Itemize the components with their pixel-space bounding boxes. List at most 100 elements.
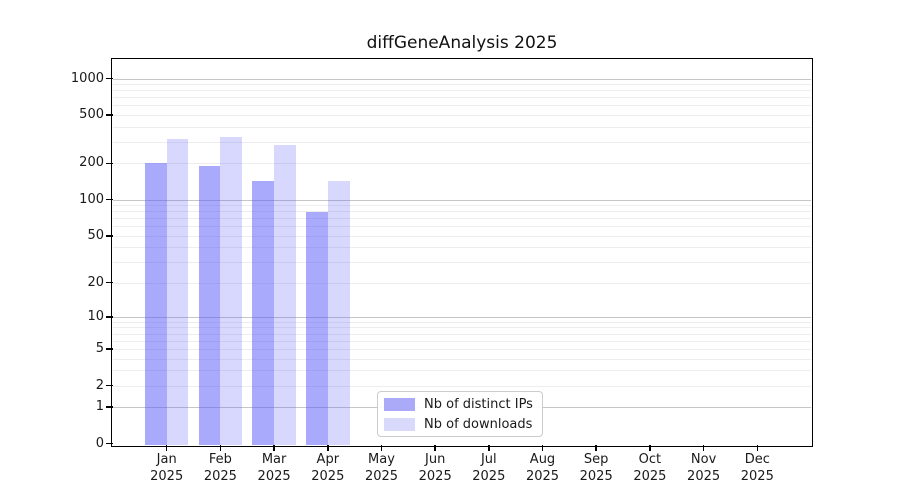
x-tick-label: Dec 2025 xyxy=(717,451,797,485)
y-tick-label: 0 xyxy=(95,435,104,451)
legend-label: Nb of downloads xyxy=(424,416,533,432)
y-tick-label: 2 xyxy=(95,377,104,393)
x-tick-label: Sep 2025 xyxy=(556,451,636,485)
x-tick-year: 2025 xyxy=(525,469,560,484)
minor-gridline xyxy=(113,348,811,350)
minor-gridline xyxy=(113,282,811,284)
minor-gridline xyxy=(113,115,811,117)
legend-label: Nb of distinct IPs xyxy=(424,396,533,412)
x-tick-month: Apr xyxy=(316,452,340,467)
legend-item: Nb of distinct IPs xyxy=(384,397,542,412)
x-tick-year: 2025 xyxy=(579,469,613,484)
x-tick-mark xyxy=(649,445,651,451)
legend-item: Nb of downloads xyxy=(384,417,542,432)
y-tick-mark xyxy=(106,235,113,237)
y-tick-mark xyxy=(106,442,113,445)
bar xyxy=(274,144,296,445)
x-tick-mark xyxy=(380,445,383,451)
x-tick-year: 2025 xyxy=(203,469,237,484)
minor-gridline xyxy=(113,358,811,360)
minor-gridline xyxy=(113,205,811,207)
minor-gridline xyxy=(113,226,811,228)
x-tick-mark xyxy=(219,445,222,451)
minor-gridline xyxy=(113,333,811,335)
y-tick-label: 50 xyxy=(87,227,104,243)
x-tick-mark xyxy=(327,445,329,451)
minor-gridline xyxy=(113,142,811,143)
y-tick-mark xyxy=(106,114,113,116)
legend-swatch xyxy=(384,417,415,431)
minor-gridline xyxy=(113,385,811,387)
minor-gridline xyxy=(113,247,811,249)
x-tick-mark xyxy=(541,445,544,451)
x-tick-label: Apr 2025 xyxy=(288,451,368,485)
y-tick-label: 100 xyxy=(79,191,104,207)
x-tick-mark xyxy=(488,445,490,451)
minor-gridline xyxy=(113,163,811,165)
minor-gridline xyxy=(113,90,811,92)
legend-swatch xyxy=(384,397,415,411)
minor-gridline xyxy=(113,126,811,128)
x-tick-month: Jul xyxy=(480,452,497,467)
y-tick-label: 1000 xyxy=(70,70,104,86)
y-tick-mark xyxy=(106,316,113,318)
x-tick-month: Jun xyxy=(425,452,446,467)
x-tick-month: Oct xyxy=(638,452,662,467)
y-tick-mark xyxy=(106,162,113,165)
major-gridline xyxy=(113,316,811,318)
x-tick-mark xyxy=(273,445,275,451)
minor-gridline xyxy=(113,105,811,107)
bar xyxy=(198,166,221,445)
minor-gridline xyxy=(113,235,811,237)
x-tick-month: Jan xyxy=(156,452,177,467)
bar xyxy=(306,212,328,445)
x-tick-year: 2025 xyxy=(633,469,667,484)
y-tick-mark xyxy=(106,348,113,350)
minor-gridline xyxy=(113,97,811,99)
y-tick-mark xyxy=(106,281,113,284)
major-gridline xyxy=(113,78,811,80)
x-tick-label: May 2025 xyxy=(342,451,422,485)
x-tick-month: Nov xyxy=(690,452,717,467)
y-tick-mark xyxy=(106,384,113,387)
x-tick-year: 2025 xyxy=(364,469,399,484)
minor-gridline xyxy=(113,327,811,329)
x-tick-year: 2025 xyxy=(687,469,721,484)
y-tick-label: 5 xyxy=(95,340,104,356)
plot-area xyxy=(111,58,813,447)
chart-title: diffGeneAnalysis 2025 xyxy=(366,33,558,53)
x-tick-label: Jun 2025 xyxy=(395,451,475,485)
x-tick-month: Aug xyxy=(529,452,556,467)
y-tick-label: 10 xyxy=(87,308,104,324)
minor-gridline xyxy=(113,340,811,342)
minor-gridline xyxy=(113,262,811,264)
x-tick-year: 2025 xyxy=(472,469,506,484)
y-tick-label: 500 xyxy=(79,107,104,123)
bar xyxy=(220,137,243,445)
x-tick-year: 2025 xyxy=(740,469,774,484)
x-tick-mark xyxy=(756,445,759,451)
minor-gridline xyxy=(113,370,811,372)
x-tick-label: Aug 2025 xyxy=(503,451,583,485)
x-tick-label: Jul 2025 xyxy=(449,451,529,485)
x-tick-label: Jan 2025 xyxy=(127,451,207,485)
bar xyxy=(327,180,350,445)
x-tick-month: May xyxy=(368,452,395,467)
minor-gridline xyxy=(113,218,811,220)
y-tick-label: 200 xyxy=(79,155,104,171)
x-tick-mark xyxy=(595,445,597,451)
y-tick-label: 1 xyxy=(95,398,104,414)
minor-gridline xyxy=(113,84,811,86)
y-tick-mark xyxy=(106,198,113,201)
legend: Nb of distinct IPs Nb of downloads xyxy=(377,391,543,437)
x-tick-month: Sep xyxy=(583,452,609,467)
minor-gridline xyxy=(113,321,811,323)
bar xyxy=(166,138,189,445)
x-tick-year: 2025 xyxy=(257,469,291,484)
x-tick-mark xyxy=(165,445,168,451)
bar xyxy=(144,163,167,445)
x-tick-label: Oct 2025 xyxy=(610,451,690,485)
major-gridline xyxy=(113,199,811,201)
x-tick-month: Feb xyxy=(208,452,232,467)
